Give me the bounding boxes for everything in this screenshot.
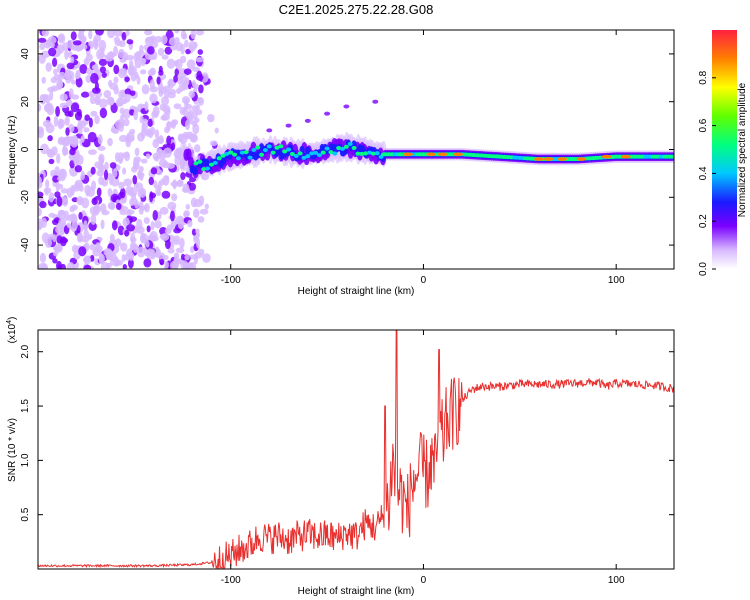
y-tick-label: -40 [20,237,31,252]
snr-y-label: SNR (10 * v/v) [7,418,18,482]
snr-series-line [38,330,674,569]
spectrogram-y-ticks: -40 -20 0 20 40 [20,48,674,252]
colorbar-ticks: 0.0 0.2 0.4 0.6 0.8 [698,70,716,276]
x-tick-label: 0 [421,575,427,586]
spectrogram-panel: -100 0 100 -40 -20 0 20 40 Height of straight … [7,29,748,297]
y-tick-label: 2.0 [20,344,31,358]
colorbar-tick-label: 0.6 [698,118,709,132]
x-tick-label: 0 [421,275,427,286]
snr-panel: -100 0 100 0.5 1.0 1.5 2.0 Height of straight… [6,317,675,597]
snr-frame [37,329,675,570]
colorbar-label: Normalized spectral amplitude [737,82,748,217]
x-tick-label: -100 [221,575,241,586]
colorbar-tick-label: 0.2 [698,214,709,228]
colorbar [712,30,737,269]
snr-x-ticks: -100 0 100 [221,330,625,586]
spectrogram-x-label: Height of straight line (km) [298,286,415,297]
spectrogram-y-label: Frequency (Hz) [7,116,18,185]
y-tick-label: 1.5 [20,399,31,413]
y-tick-label: 40 [20,48,31,60]
y-tick-label: 20 [20,96,31,108]
y-tick-label: 1.0 [20,453,31,467]
colorbar-tick-label: 0.0 [698,262,709,276]
figure-title: C2E1.2025.275.22.28.G08 [279,2,434,17]
y-tick-label: 0 [20,146,31,152]
snr-scale-factor: (x104) [6,317,18,344]
spectrogram-x-ticks: -100 0 100 [221,30,625,286]
spectrogram-image [38,30,674,269]
x-tick-label: 100 [608,275,625,286]
y-tick-label: 0.5 [20,507,31,521]
snr-y-ticks: 0.5 1.0 1.5 2.0 [20,344,674,522]
snr-x-label: Height of straight line (km) [298,586,415,597]
y-tick-label: -20 [20,190,31,205]
x-tick-label: 100 [608,575,625,586]
colorbar-tick-label: 0.8 [698,70,709,84]
x-tick-label: -100 [221,275,241,286]
colorbar-tick-label: 0.4 [698,166,709,180]
